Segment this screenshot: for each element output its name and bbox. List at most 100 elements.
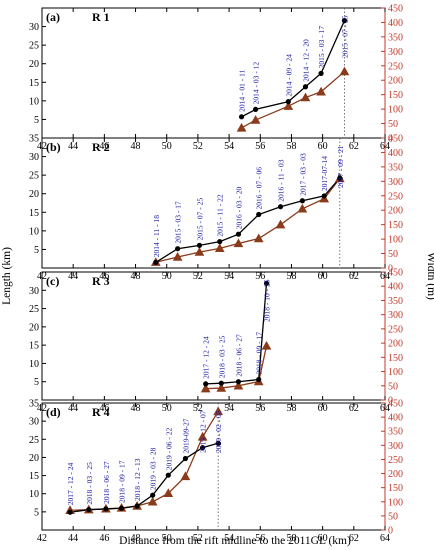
x-tick-label: 42 [37,533,47,544]
x-tick-label: 50 [162,533,172,544]
right-tick-label: 50 [388,249,398,260]
date-label: 2019 - 12 - 07 [199,410,208,453]
y-tick-label: 10 [29,489,39,500]
y-tick-label: 25 [29,171,39,182]
panel-4: 42 44 46 48 50 52 54 56 58 60 62 645101520253035050… [29,399,403,545]
length-series-line [69,442,219,513]
date-label: 2014 - 11 - 18 [152,215,161,257]
date-label: 2018 - 03 - 25 [85,462,94,505]
right-tick-label: 350 [388,32,403,43]
date-label: 2018 - 12 - 13 [133,458,142,501]
length-point [321,193,327,199]
date-label: 2015 - 07 - 25 [195,198,204,241]
width-series-line [155,178,341,263]
date-label: 2017 - 03 - 03 [298,153,307,196]
right-tick-label: 350 [388,427,403,438]
right-tick-label: 450 [388,134,403,145]
right-tick-label: 250 [388,61,403,72]
date-label: 2016 - 11 - 03 [277,159,286,201]
length-point [215,440,221,446]
right-tick-label: 300 [388,441,403,452]
date-label: 2015 - 03 - 17 [317,26,326,69]
date-label: 2018 - 03 - 25 [217,335,226,378]
width-point [250,115,261,124]
date-label: 2015 - 07 - 25 [340,15,349,58]
panel-title: R 4 [92,405,110,419]
date-label: 2017-07-14 [320,156,329,191]
x-tick-label: 62 [349,141,359,152]
y-tick-label: 10 [29,359,39,370]
width-point [300,92,311,102]
right-tick-label: 100 [388,235,403,246]
panel-letter: (c) [46,274,59,288]
y-tick-label: 15 [29,341,39,352]
right-tick-label: 50 [388,511,398,522]
right-tick-label: 400 [388,413,403,424]
x-tick-label: 52 [193,141,203,152]
panel-letter: (b) [46,140,61,154]
y-tick-label: 5 [34,507,39,518]
right-tick-label: 250 [388,324,403,335]
right-tick-label: 250 [388,191,403,202]
x-tick-label: 60 [318,141,328,152]
right-axis-label: Width (m) [425,252,434,300]
x-tick-label: 58 [286,141,296,152]
right-tick-label: 450 [388,4,403,15]
width-point [297,203,308,213]
date-label: 2019 - 06 - 22 [164,427,173,470]
x-tick-label: 52 [193,403,203,414]
width-point [163,488,174,498]
plot-frame [41,271,386,401]
y-tick-label: 25 [29,41,39,52]
right-tick-label: 400 [388,18,403,29]
length-point [196,242,203,248]
date-label: 2017 - 12 - 24 [202,336,211,379]
x-tick-label: 62 [349,271,359,282]
width-point [233,238,244,248]
x-tick-label: 44 [68,403,78,414]
x-tick-label: 60 [318,533,328,544]
width-point [213,406,224,416]
length-point [118,505,125,511]
panel-title: R 3 [92,274,110,288]
x-tick-label: 60 [318,271,328,282]
x-tick-label: 54 [224,141,234,152]
length-point [263,280,270,286]
length-point [299,198,305,204]
panel-title: R 2 [92,140,110,154]
date-label: 2015 - 03 - 17 [174,201,183,244]
width-point [194,247,205,256]
width-point [275,219,286,229]
right-tick-label: 400 [388,282,403,293]
x-tick-label: 52 [193,271,203,282]
right-tick-label: 300 [388,310,403,321]
y-tick-label: 25 [29,304,39,315]
left-axis-label: Length (km) [1,247,13,305]
length-point [203,381,209,387]
right-tick-label: 400 [388,148,403,159]
y-tick-label: 25 [29,435,39,446]
length-point [182,455,189,462]
right-tick-label: 200 [388,339,403,350]
y-tick-label: 35 [29,134,39,145]
date-label: 2014 - 03 - 12 [252,62,261,105]
right-tick-label: 150 [388,353,403,364]
x-tick-label: 54 [224,533,234,544]
x-tick-label: 56 [255,403,265,414]
x-tick-label: 58 [286,533,296,544]
right-tick-label: 0 [388,134,393,145]
width-point [261,340,272,350]
length-point [285,99,291,105]
right-tick-label: 200 [388,469,403,480]
length-point [318,70,324,76]
y-tick-label: 30 [29,286,39,297]
x-tick-label: 64 [380,533,390,544]
y-tick-label: 20 [29,59,39,70]
plot-frame [41,7,386,139]
date-label: 2018 - 09 - 17 [118,460,127,503]
x-tick-label: 48 [131,141,141,152]
y-tick-label: 5 [34,115,39,126]
x-axis-label: Distance from the rift midline to the 20… [119,535,351,547]
y-tick-label: 10 [29,96,39,107]
date-label: 2014 - 12 - 20 [301,39,310,82]
